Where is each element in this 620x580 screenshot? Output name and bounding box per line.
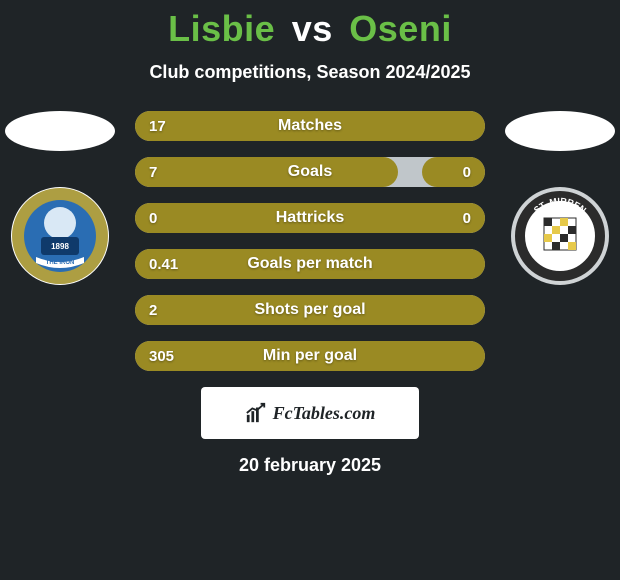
player1-club-badge: 1898 THE IRON — [11, 187, 109, 285]
source-badge: FcTables.com — [201, 387, 419, 439]
vs-text: vs — [292, 8, 333, 49]
braintree-badge-icon: 1898 THE IRON — [11, 187, 109, 285]
stat-row: 0.41Goals per match — [135, 249, 485, 279]
stat-row: 305Min per goal — [135, 341, 485, 371]
player1-name: Lisbie — [168, 8, 275, 49]
player2-avatar-placeholder — [505, 111, 615, 151]
stat-bars: 17Matches 70Goals 00Hattricks 0.41Goals per… — [135, 111, 485, 371]
footer-date: 20 february 2025 — [0, 455, 620, 476]
stat-label: Shots per goal — [135, 295, 485, 325]
svg-text:1898: 1898 — [51, 242, 69, 251]
stat-label: Hattricks — [135, 203, 485, 233]
right-column: ST. MIRREN FOOTBALL CLUB — [500, 111, 620, 285]
stat-row: 70Goals — [135, 157, 485, 187]
comparison-title: Lisbie vs Oseni — [0, 0, 620, 50]
stat-row: 17Matches — [135, 111, 485, 141]
left-column: 1898 THE IRON — [0, 111, 120, 285]
source-text: FcTables.com — [273, 403, 376, 424]
content-area: 1898 THE IRON — [0, 111, 620, 371]
player1-avatar-placeholder — [5, 111, 115, 151]
stat-row: 2Shots per goal — [135, 295, 485, 325]
stat-label: Min per goal — [135, 341, 485, 371]
fctables-logo-icon — [245, 402, 267, 424]
svg-text:THE IRON: THE IRON — [46, 260, 75, 266]
stat-label: Goals per match — [135, 249, 485, 279]
stat-label: Goals — [135, 157, 485, 187]
subtitle: Club competitions, Season 2024/2025 — [0, 62, 620, 83]
stat-label: Matches — [135, 111, 485, 141]
player2-name: Oseni — [349, 8, 452, 49]
player2-club-badge: ST. MIRREN FOOTBALL CLUB — [511, 187, 609, 285]
stmirren-badge-icon: ST. MIRREN FOOTBALL CLUB — [511, 187, 609, 285]
stat-row: 00Hattricks — [135, 203, 485, 233]
